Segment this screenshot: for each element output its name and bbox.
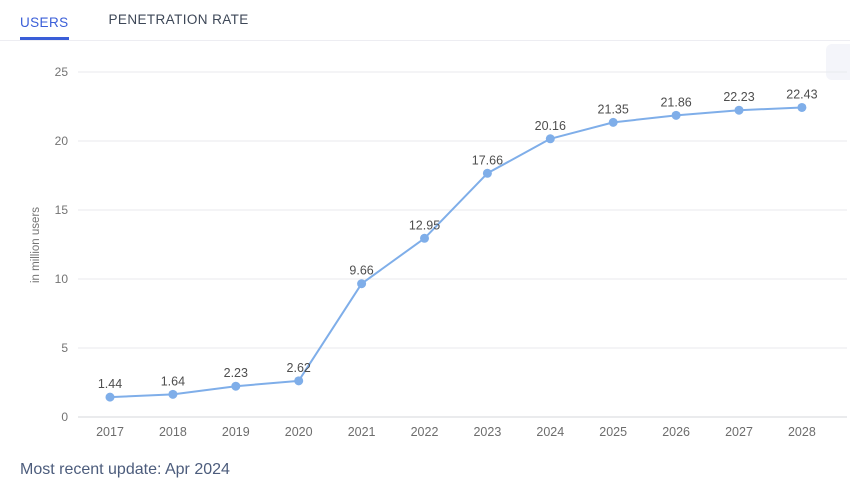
x-tick-label: 2025 (599, 425, 627, 439)
x-tick-label: 2021 (348, 425, 376, 439)
x-tick-label: 2027 (725, 425, 753, 439)
data-point-label: 2.62 (287, 361, 311, 375)
data-point[interactable] (545, 134, 555, 144)
corner-decoration (826, 44, 850, 80)
x-tick-label: 2023 (473, 425, 501, 439)
data-point[interactable] (482, 168, 492, 178)
x-tick-label: 2026 (662, 425, 690, 439)
data-point-label: 1.44 (98, 377, 122, 391)
data-point-label: 2.23 (224, 366, 248, 380)
data-point-label: 21.35 (598, 102, 629, 116)
data-point-label: 21.86 (660, 95, 691, 109)
data-point-label: 22.43 (786, 87, 817, 101)
y-tick-label: 0 (61, 410, 68, 424)
x-tick-label: 2020 (285, 425, 313, 439)
data-point[interactable] (231, 381, 241, 391)
data-point[interactable] (608, 117, 618, 127)
line-chart: 0 5 10 15 20 25 in million users 2017 2018 2019 20… (0, 42, 850, 454)
y-axis-title: in million users (30, 207, 42, 283)
data-point-label: 22.23 (723, 90, 754, 104)
data-point-label: 1.64 (161, 374, 185, 388)
series-line (109, 106, 803, 399)
y-tick-label: 20 (55, 134, 69, 148)
data-point-label: 12.95 (409, 218, 440, 232)
data-point[interactable] (671, 110, 681, 120)
data-point-label: 9.66 (349, 264, 373, 278)
x-tick-label: 2018 (159, 425, 187, 439)
data-point[interactable] (734, 105, 744, 115)
data-point[interactable] (420, 233, 429, 243)
data-point-label: 17.66 (472, 153, 503, 167)
x-tick-label: 2019 (222, 425, 250, 439)
y-tick-label: 10 (55, 272, 69, 286)
data-point-label: 20.16 (535, 119, 566, 133)
tab-bar: USERS PENETRATION RATE (0, 0, 850, 41)
x-tick-label: 2022 (411, 425, 439, 439)
data-point[interactable] (294, 376, 304, 386)
x-tick-label: 2028 (788, 425, 816, 439)
y-tick-label: 15 (55, 203, 69, 217)
x-tick-label: 2017 (96, 425, 124, 439)
tab-penetration-rate[interactable]: PENETRATION RATE (109, 12, 249, 41)
most-recent-update-note: Most recent update: Apr 2024 (20, 461, 230, 478)
data-point[interactable] (105, 392, 115, 402)
y-tick-label: 5 (61, 341, 68, 355)
x-tick-label: 2024 (536, 425, 564, 439)
data-point[interactable] (357, 279, 367, 289)
data-point[interactable] (797, 102, 807, 112)
tab-users[interactable]: USERS (20, 15, 69, 40)
data-point[interactable] (168, 389, 178, 399)
y-tick-label: 25 (55, 65, 69, 79)
